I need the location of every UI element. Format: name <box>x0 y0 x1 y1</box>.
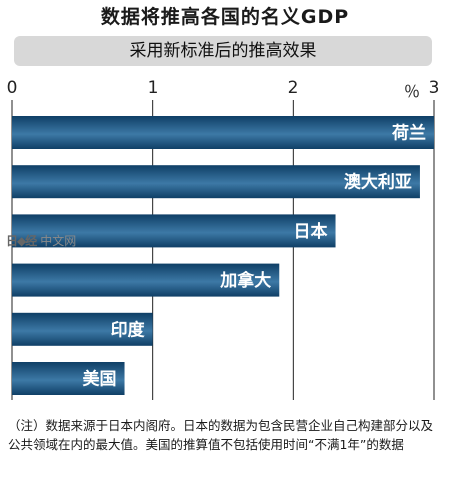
bar-category-label: 日本 <box>294 221 328 242</box>
bar <box>12 214 336 248</box>
chart-note: （注）数据来源于日本内阁府。日本的数据为包含民营企业自己构建部分以及公共领域在内… <box>8 418 434 452</box>
watermark-logo: 日◆经 <box>6 234 37 248</box>
watermark-text: 中文网 <box>40 234 77 248</box>
bar-category-label: 美国 <box>83 369 117 390</box>
bar <box>12 312 153 346</box>
bar-category-label: 荷兰 <box>392 123 426 144</box>
x-tick-label: 1 <box>147 78 159 98</box>
x-tick-label: 0 <box>6 78 18 98</box>
x-tick-label: 3 <box>428 78 440 98</box>
bar <box>12 116 434 149</box>
chart-title: 数据将推高各国的名义GDP <box>100 6 350 28</box>
x-axis-unit: ％ <box>404 82 421 101</box>
x-axis-ticks: 0 1 2 ％ 3 <box>0 78 450 101</box>
watermark: 日◆经 中文网 <box>6 232 76 249</box>
bar-category-label: 加拿大 <box>219 270 271 291</box>
bar <box>12 263 280 297</box>
chart-subtitle: 采用新标准后的推高效果 <box>14 36 432 66</box>
bar <box>12 362 125 395</box>
x-tick-label: 2 <box>287 78 299 98</box>
bar-category-label: 澳大利亚 <box>344 172 412 193</box>
bar <box>12 165 420 199</box>
bar-category-label: 印度 <box>111 319 146 340</box>
